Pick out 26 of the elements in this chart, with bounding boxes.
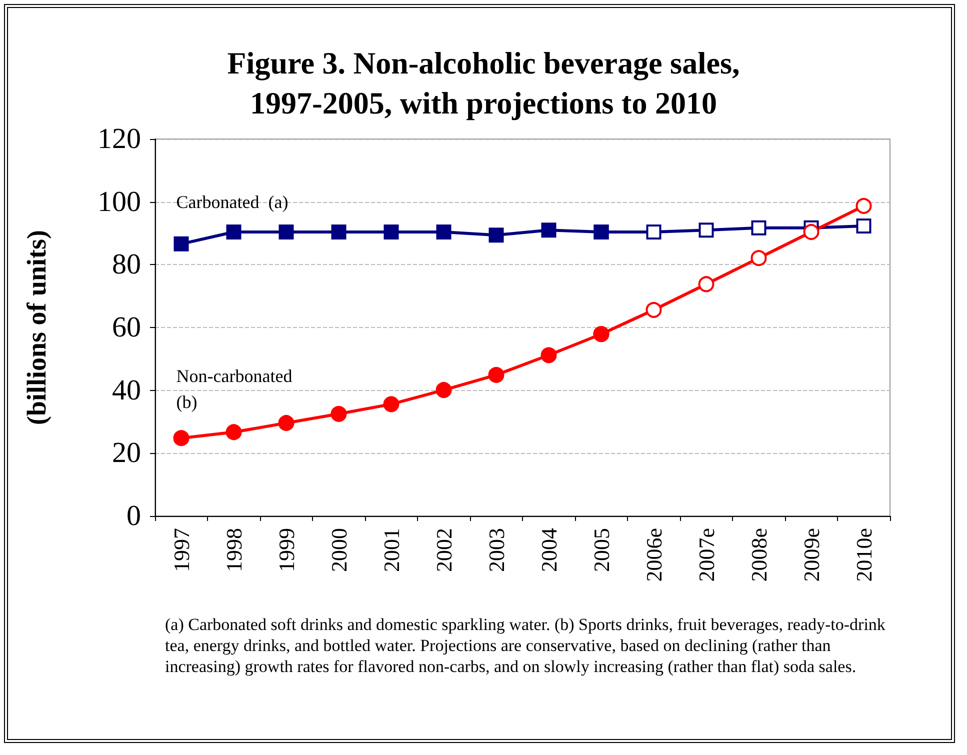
series-label: Non-carbonated (b) [176,366,292,412]
x-tick-label: 2009e [798,528,824,582]
y-tick-label: 120 [98,123,141,155]
y-tick-label: 60 [112,312,141,344]
x-tick-label: 2002 [431,528,456,572]
x-tick-label: 1998 [221,528,246,572]
x-tick-label: 1997 [168,528,194,572]
x-tick-label: 2000 [326,528,352,572]
series-label: Carbonated (a) [176,192,288,212]
x-tick-label: 2001 [378,528,404,572]
x-tick-label: 2004 [536,528,562,572]
chart-title: Figure 3. Non-alcoholic beverage sales, 1997-2005, with projections to 2010 [227,46,740,120]
y-tick-label: 40 [112,374,141,406]
y-tick-label: 20 [112,437,141,470]
x-tick-label: 2003 [484,528,509,572]
x-tick-label: 2005 [588,528,614,572]
x-tick-label: 2007e [694,528,719,582]
x-tick-label: 2008e [746,528,772,582]
y-tick-label: 80 [112,248,141,281]
y-axis-title: (billions of units) [22,230,52,426]
y-tick-label: 100 [98,186,141,218]
x-tick-label: 1999 [274,528,299,572]
y-tick-label: 0 [126,500,141,532]
x-tick-label: 2010e [851,528,876,582]
text: (a) Carbonated soft drinks and domestic sparkling water. (b) Sports drinks, fruit beverages, ready-to-drink tea, energy drinks, and bottled water. Projections are conservative, based on declining (rather than increasing) growth rates for flavored non-carbs, and on slowly increasing (rather than flat) soda sales. [165,614,886,677]
x-tick-label: 2006e [641,528,666,582]
